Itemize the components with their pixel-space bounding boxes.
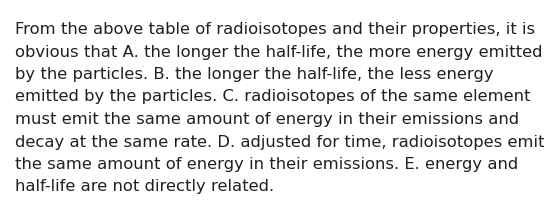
Text: half-life are not directly related.: half-life are not directly related. — [15, 180, 274, 195]
Text: the same amount of energy in their emissions. E. energy and: the same amount of energy in their emiss… — [15, 157, 518, 172]
Text: by the particles. B. the longer the half-life, the less energy: by the particles. B. the longer the half… — [15, 67, 494, 82]
Text: emitted by the particles. C. radioisotopes of the same element: emitted by the particles. C. radioisotop… — [15, 89, 531, 104]
Text: must emit the same amount of energy in their emissions and: must emit the same amount of energy in t… — [15, 112, 519, 127]
Text: obvious that A. the longer the half-life, the more energy emitted: obvious that A. the longer the half-life… — [15, 45, 542, 60]
Text: From the above table of radioisotopes and their properties, it is: From the above table of radioisotopes an… — [15, 22, 535, 37]
Text: decay at the same rate. D. adjusted for time, radioisotopes emit: decay at the same rate. D. adjusted for … — [15, 135, 545, 149]
